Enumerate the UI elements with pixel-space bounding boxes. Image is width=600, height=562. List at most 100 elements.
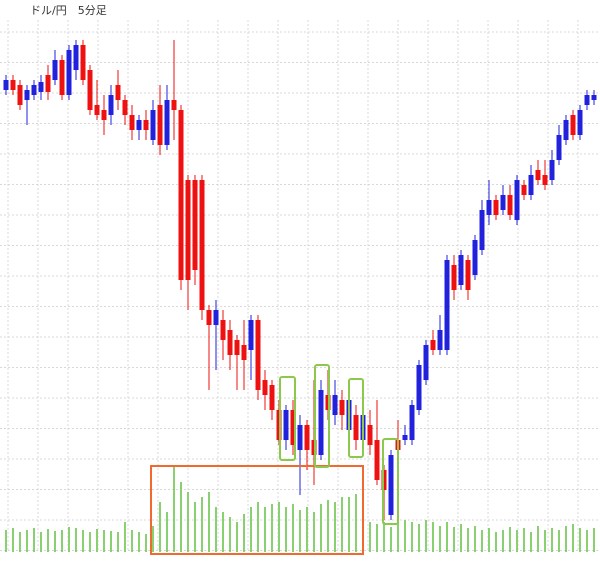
highlight-candle [382, 438, 399, 525]
volume-bar [26, 530, 28, 552]
volume-bar [243, 514, 245, 552]
volume-bar [159, 502, 161, 552]
volume-bar [369, 522, 371, 552]
candle-body [262, 380, 268, 395]
candle-body [318, 390, 324, 455]
volume-bar [425, 520, 427, 552]
volume-bar [173, 467, 175, 552]
volume-bar [201, 497, 203, 552]
candle-body [73, 45, 79, 70]
volume-bar [264, 507, 266, 552]
candle-body [129, 115, 135, 130]
grid [0, 20, 600, 552]
volume-bar [474, 526, 476, 552]
candle-body [17, 85, 23, 105]
volume-bar [145, 534, 147, 552]
volume-bar [82, 530, 84, 552]
candle-body [332, 395, 338, 415]
candle-body [115, 85, 121, 100]
volume-bar [166, 512, 168, 552]
volume-bar [327, 500, 329, 552]
volume-bar [397, 517, 399, 552]
volume-bar [278, 502, 280, 552]
volume-bar [187, 492, 189, 552]
candle-body [157, 105, 163, 145]
candle-body [248, 320, 254, 350]
candle-body [206, 310, 212, 325]
highlight-candle [279, 376, 296, 461]
candle-body [367, 425, 373, 445]
candle-body [290, 410, 296, 445]
volume-bar [236, 522, 238, 552]
candle-body [535, 170, 541, 180]
candle-body [423, 345, 429, 380]
candle-body [101, 110, 107, 120]
volume-bar [110, 531, 112, 552]
candle-body [3, 80, 9, 90]
volume-bar [537, 526, 539, 552]
candle-body [409, 405, 415, 440]
volume-bar [446, 522, 448, 552]
volume-bar [355, 494, 357, 552]
volume-bar [138, 532, 140, 552]
candle-body [374, 440, 380, 480]
candle-body [255, 320, 261, 390]
volume-bar [509, 527, 511, 552]
candle-body [472, 240, 478, 275]
volume-bar [418, 524, 420, 552]
volume-bar [12, 528, 14, 552]
volume-bar [103, 530, 105, 552]
candle-body [437, 330, 443, 350]
candle-body [150, 110, 156, 140]
candle-body [493, 200, 499, 215]
candle-body [24, 90, 30, 100]
candle-body [241, 345, 247, 360]
candle-body [108, 95, 114, 115]
candle-body [521, 185, 527, 195]
volume-bar [558, 530, 560, 552]
candle-body [234, 340, 240, 355]
volume-bar [460, 524, 462, 552]
volume-bar [467, 528, 469, 552]
volume-bar [404, 520, 406, 552]
volume-bar [250, 507, 252, 552]
candle-body [465, 260, 471, 290]
volume-bar [481, 530, 483, 552]
volume-bar [593, 528, 595, 552]
volume-bar [33, 528, 35, 552]
volume-bar [488, 528, 490, 552]
candle-body [556, 135, 562, 160]
candle-body [444, 260, 450, 350]
volume-bar [96, 529, 98, 552]
candle-body [66, 50, 72, 95]
volume-bar [579, 528, 581, 552]
candle-body [479, 210, 485, 250]
volume-bar [61, 530, 63, 552]
volume-bar [544, 530, 546, 552]
volume-bar [313, 512, 315, 552]
candle-body [549, 160, 555, 180]
volume-bar [40, 532, 42, 552]
chart-title: ドル/円 5分足 [30, 4, 107, 17]
volume-bar [131, 530, 133, 552]
candle-body [122, 100, 128, 115]
volume-bar [572, 524, 574, 552]
volume-bar [376, 524, 378, 552]
candle-body [304, 425, 310, 450]
volume-bar [222, 512, 224, 552]
candle-body [451, 265, 457, 290]
candle-body [143, 120, 149, 130]
candle-body [59, 60, 65, 95]
candle-body [10, 80, 16, 90]
candle-body [486, 200, 492, 215]
candle-body [416, 365, 422, 410]
volume-bar [348, 497, 350, 552]
volume-bar [432, 522, 434, 552]
volume-bar [383, 522, 385, 552]
candle-body [45, 75, 51, 92]
volume-bar [117, 532, 119, 552]
volume-bar [320, 504, 322, 552]
volume-bar [334, 502, 336, 552]
highlight-volume [150, 465, 364, 555]
